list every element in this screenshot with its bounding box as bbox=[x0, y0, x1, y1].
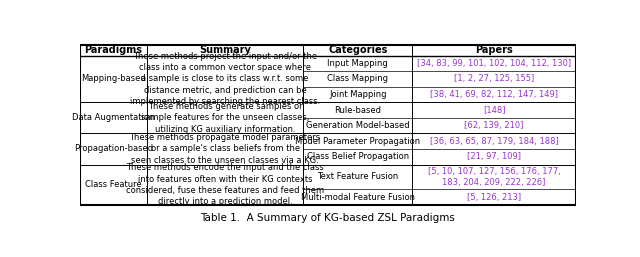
Bar bbox=[80, 45, 576, 56]
Text: Mapping-based: Mapping-based bbox=[81, 75, 146, 84]
Text: [5, 126, 213]: [5, 126, 213] bbox=[467, 193, 521, 202]
Text: Paradigms: Paradigms bbox=[84, 45, 143, 55]
Text: [34, 83, 99, 101, 102, 104, 112, 130]: [34, 83, 99, 101, 102, 104, 112, 130] bbox=[417, 59, 572, 68]
Text: [5, 10, 107, 127, 156, 176, 177,
183, 204, 209, 222, 226]: [5, 10, 107, 127, 156, 176, 177, 183, 20… bbox=[428, 167, 561, 187]
Text: Multi-modal Feature Fusion: Multi-modal Feature Fusion bbox=[301, 193, 415, 202]
Text: [21, 97, 109]: [21, 97, 109] bbox=[467, 152, 521, 161]
Text: These methods encode the input and the class
into features often with their KG c: These methods encode the input and the c… bbox=[126, 163, 324, 206]
Text: [1, 2, 27, 125, 155]: [1, 2, 27, 125, 155] bbox=[454, 75, 534, 84]
Text: [38, 41, 69, 82, 112, 147, 149]: [38, 41, 69, 82, 112, 147, 149] bbox=[430, 90, 558, 99]
Text: Rule-based: Rule-based bbox=[334, 106, 381, 115]
Text: Generation Model-based: Generation Model-based bbox=[306, 121, 410, 130]
Text: Categories: Categories bbox=[328, 45, 387, 55]
Text: Summary: Summary bbox=[199, 45, 251, 55]
Text: [36, 63, 65, 87, 179, 184, 188]: [36, 63, 65, 87, 179, 184, 188] bbox=[430, 137, 559, 146]
Text: Class Belief Propagation: Class Belief Propagation bbox=[307, 152, 409, 161]
Text: Model Parameter Propagation: Model Parameter Propagation bbox=[295, 137, 420, 146]
Text: Data Augmentation: Data Augmentation bbox=[72, 113, 155, 122]
Text: Class Feature: Class Feature bbox=[85, 180, 142, 189]
Text: These methods generate samples or
sample features for the unseen classes,
utiliz: These methods generate samples or sample… bbox=[141, 102, 309, 134]
Text: Text Feature Fusion: Text Feature Fusion bbox=[317, 172, 398, 181]
Text: [62, 139, 210]: [62, 139, 210] bbox=[465, 121, 524, 130]
Text: Class Mapping: Class Mapping bbox=[327, 75, 388, 84]
Text: Input Mapping: Input Mapping bbox=[328, 59, 388, 68]
Text: Papers: Papers bbox=[476, 45, 513, 55]
Text: Joint Mapping: Joint Mapping bbox=[329, 90, 387, 99]
Text: These methods propagate model parameters
or a sample's class beliefs from the
se: These methods propagate model parameters… bbox=[129, 133, 321, 165]
Text: These methods project the input and/or the
class into a common vector space wher: These methods project the input and/or t… bbox=[130, 52, 320, 106]
Text: [148]: [148] bbox=[483, 106, 506, 115]
Text: Propagation-based: Propagation-based bbox=[74, 144, 153, 153]
Text: Table 1.  A Summary of KG-based ZSL Paradigms: Table 1. A Summary of KG-based ZSL Parad… bbox=[200, 213, 456, 223]
